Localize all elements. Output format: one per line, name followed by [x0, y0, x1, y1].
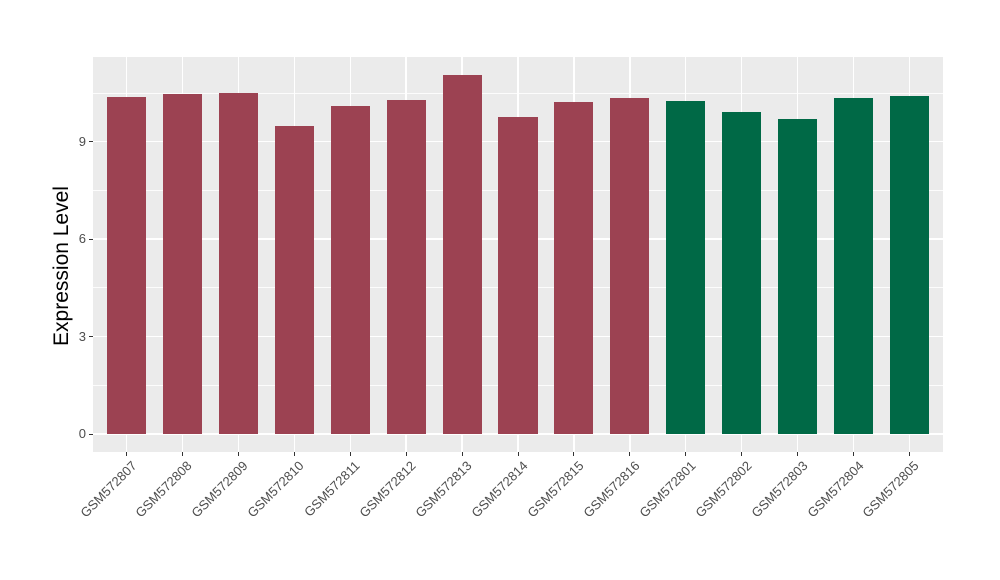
y-tick-label: 0: [78, 426, 86, 441]
x-tick-mark: [908, 452, 910, 456]
bar-GSM572816: [610, 97, 650, 434]
x-tick-mark: [741, 452, 743, 456]
x-tick-label: GSM572809: [188, 458, 252, 521]
bar-GSM572812: [386, 99, 426, 434]
bar-GSM572804: [833, 97, 874, 434]
bar-GSM572808: [162, 94, 203, 434]
y-tick-mark: [89, 238, 93, 240]
x-tick-label: GSM572805: [859, 458, 923, 521]
x-tick-label: GSM572811: [301, 458, 363, 520]
x-tick-mark: [349, 452, 351, 456]
x-tick-mark: [237, 452, 239, 456]
bar-GSM572801: [666, 100, 706, 434]
y-axis-title: Expression Level: [50, 186, 73, 346]
x-tick-label: GSM572810: [244, 458, 307, 521]
x-tick-mark: [405, 452, 407, 456]
x-tick-label: GSM572803: [747, 458, 811, 521]
y-tick-label: 3: [78, 328, 86, 344]
bar-GSM572814: [498, 117, 538, 434]
x-tick-mark: [629, 452, 631, 456]
x-tick-mark: [126, 452, 128, 456]
x-tick-mark: [685, 452, 687, 456]
x-tick-label: GSM572808: [132, 458, 196, 521]
bar-GSM572807: [106, 97, 147, 434]
x-tick-mark: [573, 452, 575, 456]
x-tick-mark: [797, 452, 799, 456]
y-tick-mark: [89, 433, 93, 435]
bar-GSM572809: [218, 93, 258, 434]
x-tick-label: GSM572801: [636, 458, 699, 521]
x-tick-mark: [461, 452, 463, 456]
x-tick-label: GSM572802: [692, 458, 755, 521]
bar-GSM572803: [778, 119, 818, 434]
plot-panel: [93, 57, 943, 452]
x-tick-label: GSM572804: [803, 458, 867, 521]
x-tick-mark: [853, 452, 855, 456]
x-tick-mark: [517, 452, 519, 456]
y-tick-mark: [89, 336, 93, 338]
bar-GSM572813: [442, 74, 482, 434]
x-tick-label: GSM572807: [76, 458, 140, 521]
x-tick-label: GSM572814: [468, 458, 531, 521]
y-tick-mark: [89, 141, 93, 143]
x-tick-label: GSM572812: [356, 458, 419, 521]
bar-GSM572815: [554, 101, 594, 434]
y-tick-label: 9: [78, 133, 86, 149]
bar-GSM572802: [722, 111, 762, 434]
bar-GSM572811: [330, 106, 370, 434]
x-tick-label: GSM572816: [580, 458, 643, 521]
y-tick-label: 6: [78, 231, 86, 247]
x-tick-mark: [181, 452, 183, 456]
x-tick-label: GSM572813: [412, 458, 475, 521]
x-tick-label: GSM572815: [524, 458, 587, 521]
x-tick-mark: [293, 452, 295, 456]
bar-GSM572810: [274, 125, 314, 434]
bar-GSM572805: [889, 95, 930, 434]
